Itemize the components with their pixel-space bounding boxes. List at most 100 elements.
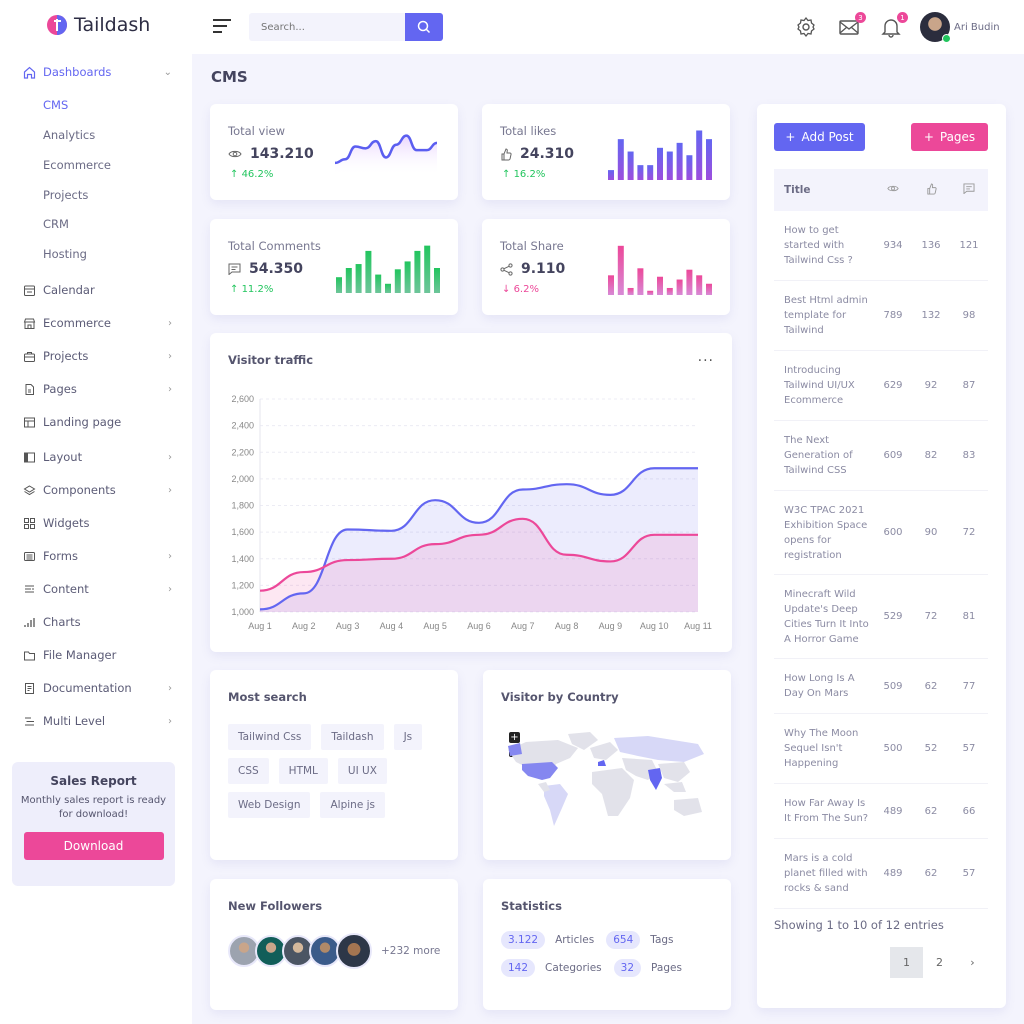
search-input[interactable]	[249, 13, 405, 41]
sidebar-item-pages[interactable]: Pages ›	[22, 382, 172, 396]
search-tag[interactable]: Js	[393, 724, 423, 750]
table-row[interactable]: How Far Away Is It From The Sun? 489 62 66	[774, 784, 988, 839]
sidebar-sub-projects[interactable]: Projects	[43, 188, 89, 202]
follower-avatar[interactable]	[255, 935, 287, 967]
post-likes: 132	[921, 310, 941, 321]
search-tag[interactable]: CSS	[228, 758, 269, 784]
sidebar-item-layout[interactable]: Layout ›	[22, 450, 172, 464]
search-tag[interactable]: Alpine js	[320, 792, 386, 818]
svg-text:Aug 2: Aug 2	[292, 621, 316, 631]
sidebar-item-forms[interactable]: Forms ›	[22, 549, 172, 563]
sidebar-item-dashboards[interactable]: Dashboards ⌄	[22, 65, 172, 79]
sales-report-card: Sales Report Monthly sales report is rea…	[12, 762, 175, 886]
map-zoom-in-button[interactable]: +	[509, 732, 520, 743]
visitor-traffic-chart: 1,000 1,200 1,400 1,600 1,800 2,000 2,200 2,400…	[231, 394, 711, 631]
sidebar-item-file-manager[interactable]: File Manager	[22, 648, 172, 662]
follower-avatar[interactable]	[309, 935, 341, 967]
column-comments[interactable]	[950, 183, 988, 197]
sidebar-sub-analytics[interactable]: Analytics	[43, 128, 96, 142]
world-map	[508, 732, 704, 826]
follower-avatar[interactable]	[228, 935, 260, 967]
stat-value: 24.310	[520, 146, 575, 162]
sidebar-item-widgets[interactable]: Widgets	[22, 516, 172, 530]
sidebar-sub-hosting[interactable]: Hosting	[43, 247, 87, 261]
svg-text:2,600: 2,600	[231, 394, 254, 404]
add-post-button[interactable]: + Add Post	[774, 123, 865, 151]
search-tag[interactable]: Taildash	[321, 724, 384, 750]
thumb-icon	[501, 147, 512, 160]
sidebar-sub-crm[interactable]: CRM	[43, 217, 69, 231]
svg-text:2,200: 2,200	[231, 447, 254, 457]
pages-label: Pages	[651, 962, 682, 974]
sidebar-item-charts[interactable]: Charts	[22, 615, 172, 629]
post-likes: 62	[924, 868, 938, 879]
table-row[interactable]: How to get started with Tailwind Css ? 93…	[774, 211, 988, 281]
table-row[interactable]: How Long Is A Day On Mars 509 62 77	[774, 659, 988, 714]
next-page-button[interactable]: ›	[970, 956, 975, 969]
table-row[interactable]: Minecraft Wild Update's Deep Cities Turn…	[774, 575, 988, 659]
sidebar-item-content[interactable]: Content ›	[22, 582, 172, 596]
pages-count: 32	[613, 959, 642, 977]
table-row[interactable]: Mars is a cold planet filled with rocks …	[774, 839, 988, 909]
column-views[interactable]	[874, 184, 912, 196]
card-title: New Followers	[228, 899, 323, 913]
sidebar-item-landing-page[interactable]: Landing page	[22, 415, 172, 429]
sidebar-item-documentation[interactable]: Documentation ›	[22, 681, 172, 695]
settings-button[interactable]	[795, 16, 817, 38]
chevron-right-icon: ›	[168, 383, 172, 395]
table-row[interactable]: The Next Generation of Tailwind CSS 609 82…	[774, 421, 988, 491]
user-menu[interactable]: Ari Budin	[920, 12, 1000, 43]
card-title: Visitor by Country	[501, 690, 619, 704]
more-options-icon[interactable]: ...	[697, 349, 714, 365]
eye-icon	[228, 150, 242, 158]
sidebar-item-multi-level[interactable]: Multi Level ›	[22, 714, 172, 728]
sales-report-text: Monthly sales report is ready for downlo…	[20, 795, 167, 820]
search-tag[interactable]: Web Design	[228, 792, 311, 818]
search-button[interactable]	[405, 13, 443, 41]
follower-avatar[interactable]	[282, 935, 314, 967]
page-1-button[interactable]: 1	[890, 947, 923, 978]
search-tag[interactable]: HTML	[278, 758, 328, 784]
svg-text:Aug 10: Aug 10	[640, 621, 669, 631]
sidebar-sub-ecommerce[interactable]: Ecommerce	[43, 158, 111, 172]
sidebar-sub-cms[interactable]: CMS	[43, 98, 69, 112]
more-followers-count[interactable]: +232 more	[381, 945, 441, 957]
table-row[interactable]: W3C TPAC 2021 Exhibition Space opens for…	[774, 491, 988, 575]
sidebar-item-ecommerce[interactable]: Ecommerce ›	[22, 316, 172, 330]
chevron-right-icon: ›	[168, 317, 172, 329]
bar-chart-icon	[22, 615, 36, 629]
card-title: Statistics	[501, 899, 562, 913]
store-icon	[22, 316, 36, 330]
sidebar-item-components[interactable]: Components ›	[22, 483, 172, 497]
total-share-bar-sparkline	[608, 245, 712, 295]
sidebar-item-label: File Manager	[43, 648, 117, 662]
sidebar-item-projects[interactable]: Projects ›	[22, 349, 172, 363]
menu-toggle-icon[interactable]	[212, 18, 232, 34]
table-row[interactable]: Introducing Tailwind UI/UX Ecommerce 629 9…	[774, 351, 988, 421]
search-tag[interactable]: UI UX	[337, 758, 387, 784]
notifications-button[interactable]: 1	[880, 12, 908, 38]
column-likes[interactable]	[912, 182, 950, 198]
svg-text:Aug 1: Aug 1	[248, 621, 272, 631]
table-row[interactable]: Why The Moon Sequel Isn't Happening 500 52…	[774, 714, 988, 784]
mail-button[interactable]: 3	[838, 12, 866, 38]
chevron-right-icon: ›	[168, 350, 172, 362]
search-tag[interactable]: Tailwind Css	[228, 724, 312, 750]
posts-card: + Add Post + Pages Title How to get starte…	[757, 104, 1006, 1008]
post-likes: 90	[924, 527, 938, 538]
svg-text:Aug 7: Aug 7	[511, 621, 535, 631]
column-title[interactable]: Title	[784, 183, 811, 196]
table-row[interactable]: Best Html admin template for Tailwind 789…	[774, 281, 988, 351]
comment-icon	[228, 263, 241, 275]
logo[interactable]: Taildash	[46, 14, 150, 36]
sidebar-item-label: Dashboards	[43, 65, 112, 79]
download-button[interactable]: Download	[23, 832, 164, 860]
page-2-button[interactable]: 2	[936, 956, 943, 969]
sidebar-item-calendar[interactable]: Calendar	[22, 283, 172, 297]
add-pages-button[interactable]: + Pages	[911, 123, 988, 151]
svg-text:Aug 9: Aug 9	[599, 621, 623, 631]
table-body: How to get started with Tailwind Css ? 93…	[774, 211, 988, 909]
posts-table: Title How to get started with Tailwind C…	[774, 169, 988, 909]
calendar-icon	[22, 283, 36, 297]
follower-avatar[interactable]	[336, 933, 372, 969]
